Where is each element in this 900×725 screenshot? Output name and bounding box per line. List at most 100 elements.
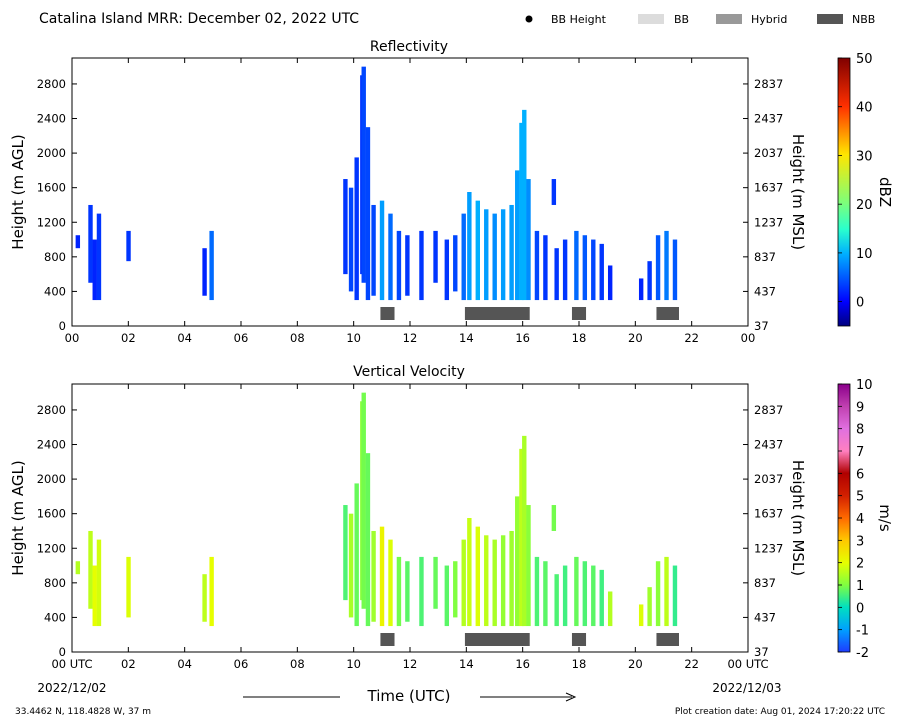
velocity-echo-column xyxy=(574,556,579,627)
reflectivity-bright-band-bar xyxy=(464,307,530,320)
reflectivity-echo-column xyxy=(388,213,393,301)
legend-bb-label: BB xyxy=(674,13,689,26)
reflectivity-ytick-label-left: 1600 xyxy=(37,181,66,195)
velocity-ytick-label-right: 37 xyxy=(754,645,769,659)
reflectivity-echo-column xyxy=(607,265,613,301)
reflectivity-colorbar-tick-label: 0 xyxy=(856,296,864,311)
velocity-bright-band-bar xyxy=(380,633,395,646)
reflectivity-echo-column xyxy=(88,204,93,283)
velocity-bright-band-layer xyxy=(380,633,679,646)
velocity-echo-column xyxy=(467,518,472,627)
velocity-colorbar-tick-label: -1 xyxy=(856,624,869,639)
reflectivity-echo-column xyxy=(672,239,678,301)
reflectivity-echo-column xyxy=(574,230,579,301)
reflectivity-ytick-label-left: 0 xyxy=(59,319,66,333)
velocity-colorbar-tick-label: 6 xyxy=(856,467,864,482)
reflectivity-echo-column xyxy=(75,235,81,249)
reflectivity-echo-column xyxy=(419,230,424,301)
reflectivity-echo-column xyxy=(638,278,644,301)
velocity-echo-column xyxy=(582,561,588,627)
reflectivity-echo-column xyxy=(202,248,207,296)
reflectivity-echo-column xyxy=(96,213,102,301)
reflectivity-echo-column xyxy=(354,157,359,301)
reflectivity-echo-column xyxy=(467,192,472,301)
velocity-colorbar-tick-label: 2 xyxy=(856,557,864,572)
legend-bb-height-label: BB Height xyxy=(551,13,607,26)
velocity-echo-column xyxy=(607,591,613,627)
velocity-ytick-label-left: 400 xyxy=(44,610,66,624)
velocity-ytick-label-right: 437 xyxy=(754,610,776,624)
velocity-echo-column xyxy=(509,530,514,627)
reflectivity-echo-column xyxy=(599,243,604,301)
reflectivity-echo-column xyxy=(515,170,520,301)
reflectivity-ytick-label-left: 2000 xyxy=(37,146,66,160)
velocity-echo-column xyxy=(453,561,458,618)
velocity-echo-column xyxy=(461,539,466,627)
velocity-echo-column xyxy=(526,505,531,627)
reflectivity-echo-column xyxy=(461,213,466,301)
velocity-echo-column xyxy=(500,535,506,627)
figure-title: Catalina Island MRR: December 02, 2022 U… xyxy=(39,11,359,27)
plot-creation-date: Plot creation date: Aug 01, 2024 17:20:2… xyxy=(675,707,885,717)
velocity-xtick-label: 14 xyxy=(459,657,474,671)
reflectivity-ytick-label-left: 2400 xyxy=(37,112,66,126)
reflectivity-colorbar-tick-label: 50 xyxy=(856,52,873,67)
velocity-xtick-label: 10 xyxy=(346,657,361,671)
reflectivity-ytick-label-right: 2437 xyxy=(754,112,783,126)
velocity-echo-column xyxy=(551,505,557,531)
velocity-echo-column xyxy=(591,565,596,627)
reflectivity-xtick-label: 02 xyxy=(121,331,136,345)
velocity-echo-column xyxy=(554,574,559,627)
end-date: 2022/12/03 xyxy=(712,681,781,695)
reflectivity-colorbar-tick-label: 40 xyxy=(856,101,873,116)
velocity-echo-column xyxy=(126,556,131,618)
reflectivity-echo-column xyxy=(361,66,366,283)
velocity-xtick-label: 16 xyxy=(515,657,530,671)
reflectivity-ylabel-left: Height (m AGL) xyxy=(9,134,27,249)
legend-nbb-swatch xyxy=(817,14,843,24)
reflectivity-echo-column xyxy=(433,230,438,283)
reflectivity-ytick-label-right: 1237 xyxy=(754,215,783,229)
velocity-bright-band-bar xyxy=(571,633,587,646)
velocity-echo-column xyxy=(655,561,661,627)
reflectivity-bright-band-bar xyxy=(571,307,587,320)
velocity-ytick-label-left: 2000 xyxy=(37,472,66,486)
reflectivity-echo-column xyxy=(582,235,588,301)
velocity-xtick-label: 00 UTC xyxy=(727,657,768,671)
velocity-colorbar-tick-label: 0 xyxy=(856,601,864,616)
reflectivity-panel: Reflectivity Height (m AGL) Height (m MS… xyxy=(9,39,894,345)
reflectivity-ytick-label-right: 837 xyxy=(754,250,776,264)
velocity-echo-column xyxy=(475,526,480,627)
velocity-ytick-label-right: 2037 xyxy=(754,472,783,486)
reflectivity-echo-column xyxy=(591,239,596,301)
reflectivity-ylabel-right: Height (m MSL) xyxy=(789,134,807,250)
velocity-echo-column xyxy=(361,392,366,609)
velocity-ytick-label-right: 837 xyxy=(754,576,776,590)
velocity-xtick-label: 12 xyxy=(403,657,418,671)
reflectivity-ytick-label-right: 37 xyxy=(754,319,769,333)
station-location: 33.4462 N, 118.4828 W, 37 m xyxy=(15,707,151,717)
reflectivity-plot-frame xyxy=(71,57,749,327)
reflectivity-echo-column xyxy=(492,213,497,301)
reflectivity-echo-column xyxy=(444,239,450,301)
reflectivity-echo-column xyxy=(551,179,557,205)
velocity-plot-frame xyxy=(71,383,749,653)
reflectivity-xtick-label: 10 xyxy=(346,331,361,345)
velocity-echo-column xyxy=(519,448,524,627)
reflectivity-xtick-label: 12 xyxy=(403,331,418,345)
velocity-colorbar-tick-label: 7 xyxy=(856,445,864,460)
velocity-echo-column xyxy=(379,526,385,627)
velocity-xtick-label: 08 xyxy=(290,657,305,671)
reflectivity-echo-column xyxy=(348,187,354,292)
velocity-echo-column xyxy=(348,513,354,618)
reflectivity-xtick-label: 16 xyxy=(515,331,530,345)
velocity-colorbar-ticks: -2 -1 0 1 2 3 4 5 6 7 8 9 10 xyxy=(838,378,873,661)
reflectivity-echo-column xyxy=(343,179,348,275)
reflectivity-echo-column xyxy=(522,109,527,301)
velocity-ytick-label-left: 1200 xyxy=(37,541,66,555)
reflectivity-echo-column xyxy=(534,230,540,301)
velocity-echo-column xyxy=(396,556,402,627)
reflectivity-echo-column xyxy=(519,122,524,301)
header-legend: BB Height BB Hybrid NBB xyxy=(525,13,875,26)
reflectivity-echo-column xyxy=(484,209,489,301)
